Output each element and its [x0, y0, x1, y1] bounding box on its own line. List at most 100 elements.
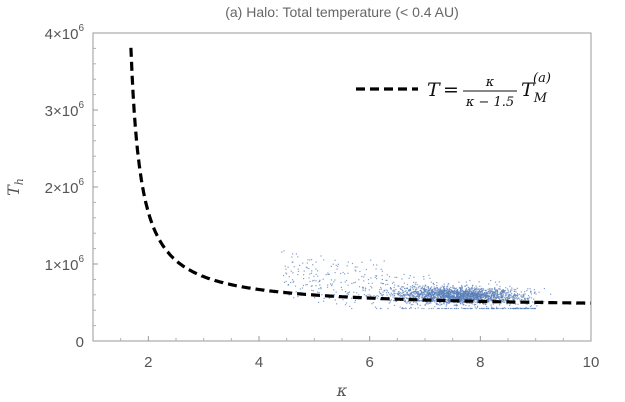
- scatter-point: [485, 303, 487, 305]
- scatter-point: [470, 291, 472, 293]
- scatter-point: [457, 292, 459, 294]
- scatter-point: [460, 287, 462, 289]
- scatter-point: [524, 307, 527, 310]
- scatter-point: [533, 298, 535, 300]
- scatter-point: [423, 289, 425, 291]
- legend-numerator: κ: [485, 75, 495, 90]
- scatter-point: [483, 293, 485, 295]
- legend-rhs-base: T: [521, 79, 535, 101]
- scatter-point: [467, 294, 470, 296]
- scatter-point: [346, 265, 348, 267]
- scatter-point: [466, 296, 468, 299]
- scatter-point: [475, 298, 477, 300]
- scatter-point: [493, 298, 495, 300]
- scatter-point: [455, 303, 457, 305]
- scatter-point: [351, 282, 353, 285]
- scatter-point: [499, 298, 501, 300]
- scatter-point: [471, 293, 473, 295]
- x-tick-label: 4: [255, 354, 263, 371]
- y-tick-label: 3×106: [45, 100, 85, 120]
- scatter-point: [388, 276, 391, 278]
- scatter-point: [446, 302, 448, 304]
- scatter-point: [509, 307, 512, 310]
- scatter-point: [401, 292, 403, 294]
- scatter-point: [427, 295, 430, 297]
- scatter-point: [436, 297, 438, 299]
- scatter-point: [285, 268, 287, 270]
- scatter-point: [392, 296, 394, 298]
- scatter-point: [426, 289, 428, 291]
- scatter-point: [462, 291, 465, 294]
- scatter-point: [502, 289, 504, 291]
- scatter-point: [490, 297, 492, 299]
- scatter-point: [427, 292, 429, 294]
- scatter-point: [519, 307, 521, 310]
- scatter-point: [492, 293, 494, 295]
- scatter-point: [490, 290, 492, 292]
- scatter-point: [436, 282, 438, 284]
- scatter-point: [305, 266, 307, 268]
- scatter-point: [476, 302, 478, 304]
- scatter-point: [527, 295, 530, 297]
- scatter-point: [362, 289, 364, 291]
- scatter-point: [380, 294, 382, 296]
- scatter-point: [335, 291, 337, 293]
- scatter-point: [466, 290, 468, 292]
- kappa-temperature-curve: [129, 47, 591, 305]
- scatter-point: [323, 300, 325, 302]
- scatter-point: [450, 293, 452, 295]
- scatter-point: [520, 291, 522, 293]
- scatter-point: [382, 291, 384, 293]
- scatter-point: [468, 297, 470, 299]
- scatter-point: [467, 297, 469, 299]
- scatter-point: [460, 296, 463, 298]
- scatter-point: [494, 298, 496, 300]
- scatter-point: [461, 294, 463, 296]
- scatter-point: [459, 301, 461, 303]
- scatter-point: [459, 297, 461, 299]
- scatter-point: [461, 302, 463, 304]
- scatter-point: [487, 300, 490, 302]
- scatter-point: [334, 272, 336, 274]
- scatter-point: [449, 295, 451, 297]
- scatter-point: [508, 296, 510, 298]
- scatter-point: [456, 290, 459, 292]
- scatter-point: [443, 283, 445, 285]
- scatter-point: [421, 295, 423, 297]
- scatter-point: [444, 289, 446, 292]
- scatter-point: [400, 295, 402, 297]
- scatter-point: [400, 294, 402, 296]
- scatter-point: [507, 307, 510, 310]
- scatter-point: [435, 292, 437, 294]
- scatter-point: [378, 291, 380, 293]
- scatter-point: [511, 307, 513, 310]
- scatter-point: [461, 290, 463, 292]
- scatter-point: [443, 290, 446, 292]
- scatter-point: [327, 273, 329, 276]
- scatter-point: [531, 307, 533, 310]
- scatter-point: [283, 281, 286, 283]
- scatter-point: [510, 289, 512, 291]
- scatter-point: [414, 285, 416, 288]
- scatter-point: [447, 291, 449, 293]
- scatter-point: [386, 294, 388, 296]
- scatter-point: [364, 287, 367, 289]
- scatter-point: [380, 288, 382, 290]
- scatter-point: [508, 293, 511, 295]
- scatter-point: [501, 307, 504, 310]
- scatter-point: [446, 286, 448, 288]
- scatter-point: [396, 276, 398, 278]
- scatter-point: [404, 288, 406, 290]
- scatter-point: [419, 289, 421, 291]
- scatter-point: [438, 307, 441, 310]
- scatter-point: [503, 301, 505, 303]
- scatter-point: [336, 268, 338, 270]
- scatter-point: [428, 290, 430, 292]
- scatter-point: [480, 291, 482, 294]
- scatter-point: [468, 298, 470, 300]
- scatter-point: [415, 301, 417, 304]
- scatter-point: [490, 304, 492, 306]
- scatter-point: [419, 300, 421, 302]
- scatter-point: [340, 281, 342, 283]
- scatter-point: [474, 292, 476, 295]
